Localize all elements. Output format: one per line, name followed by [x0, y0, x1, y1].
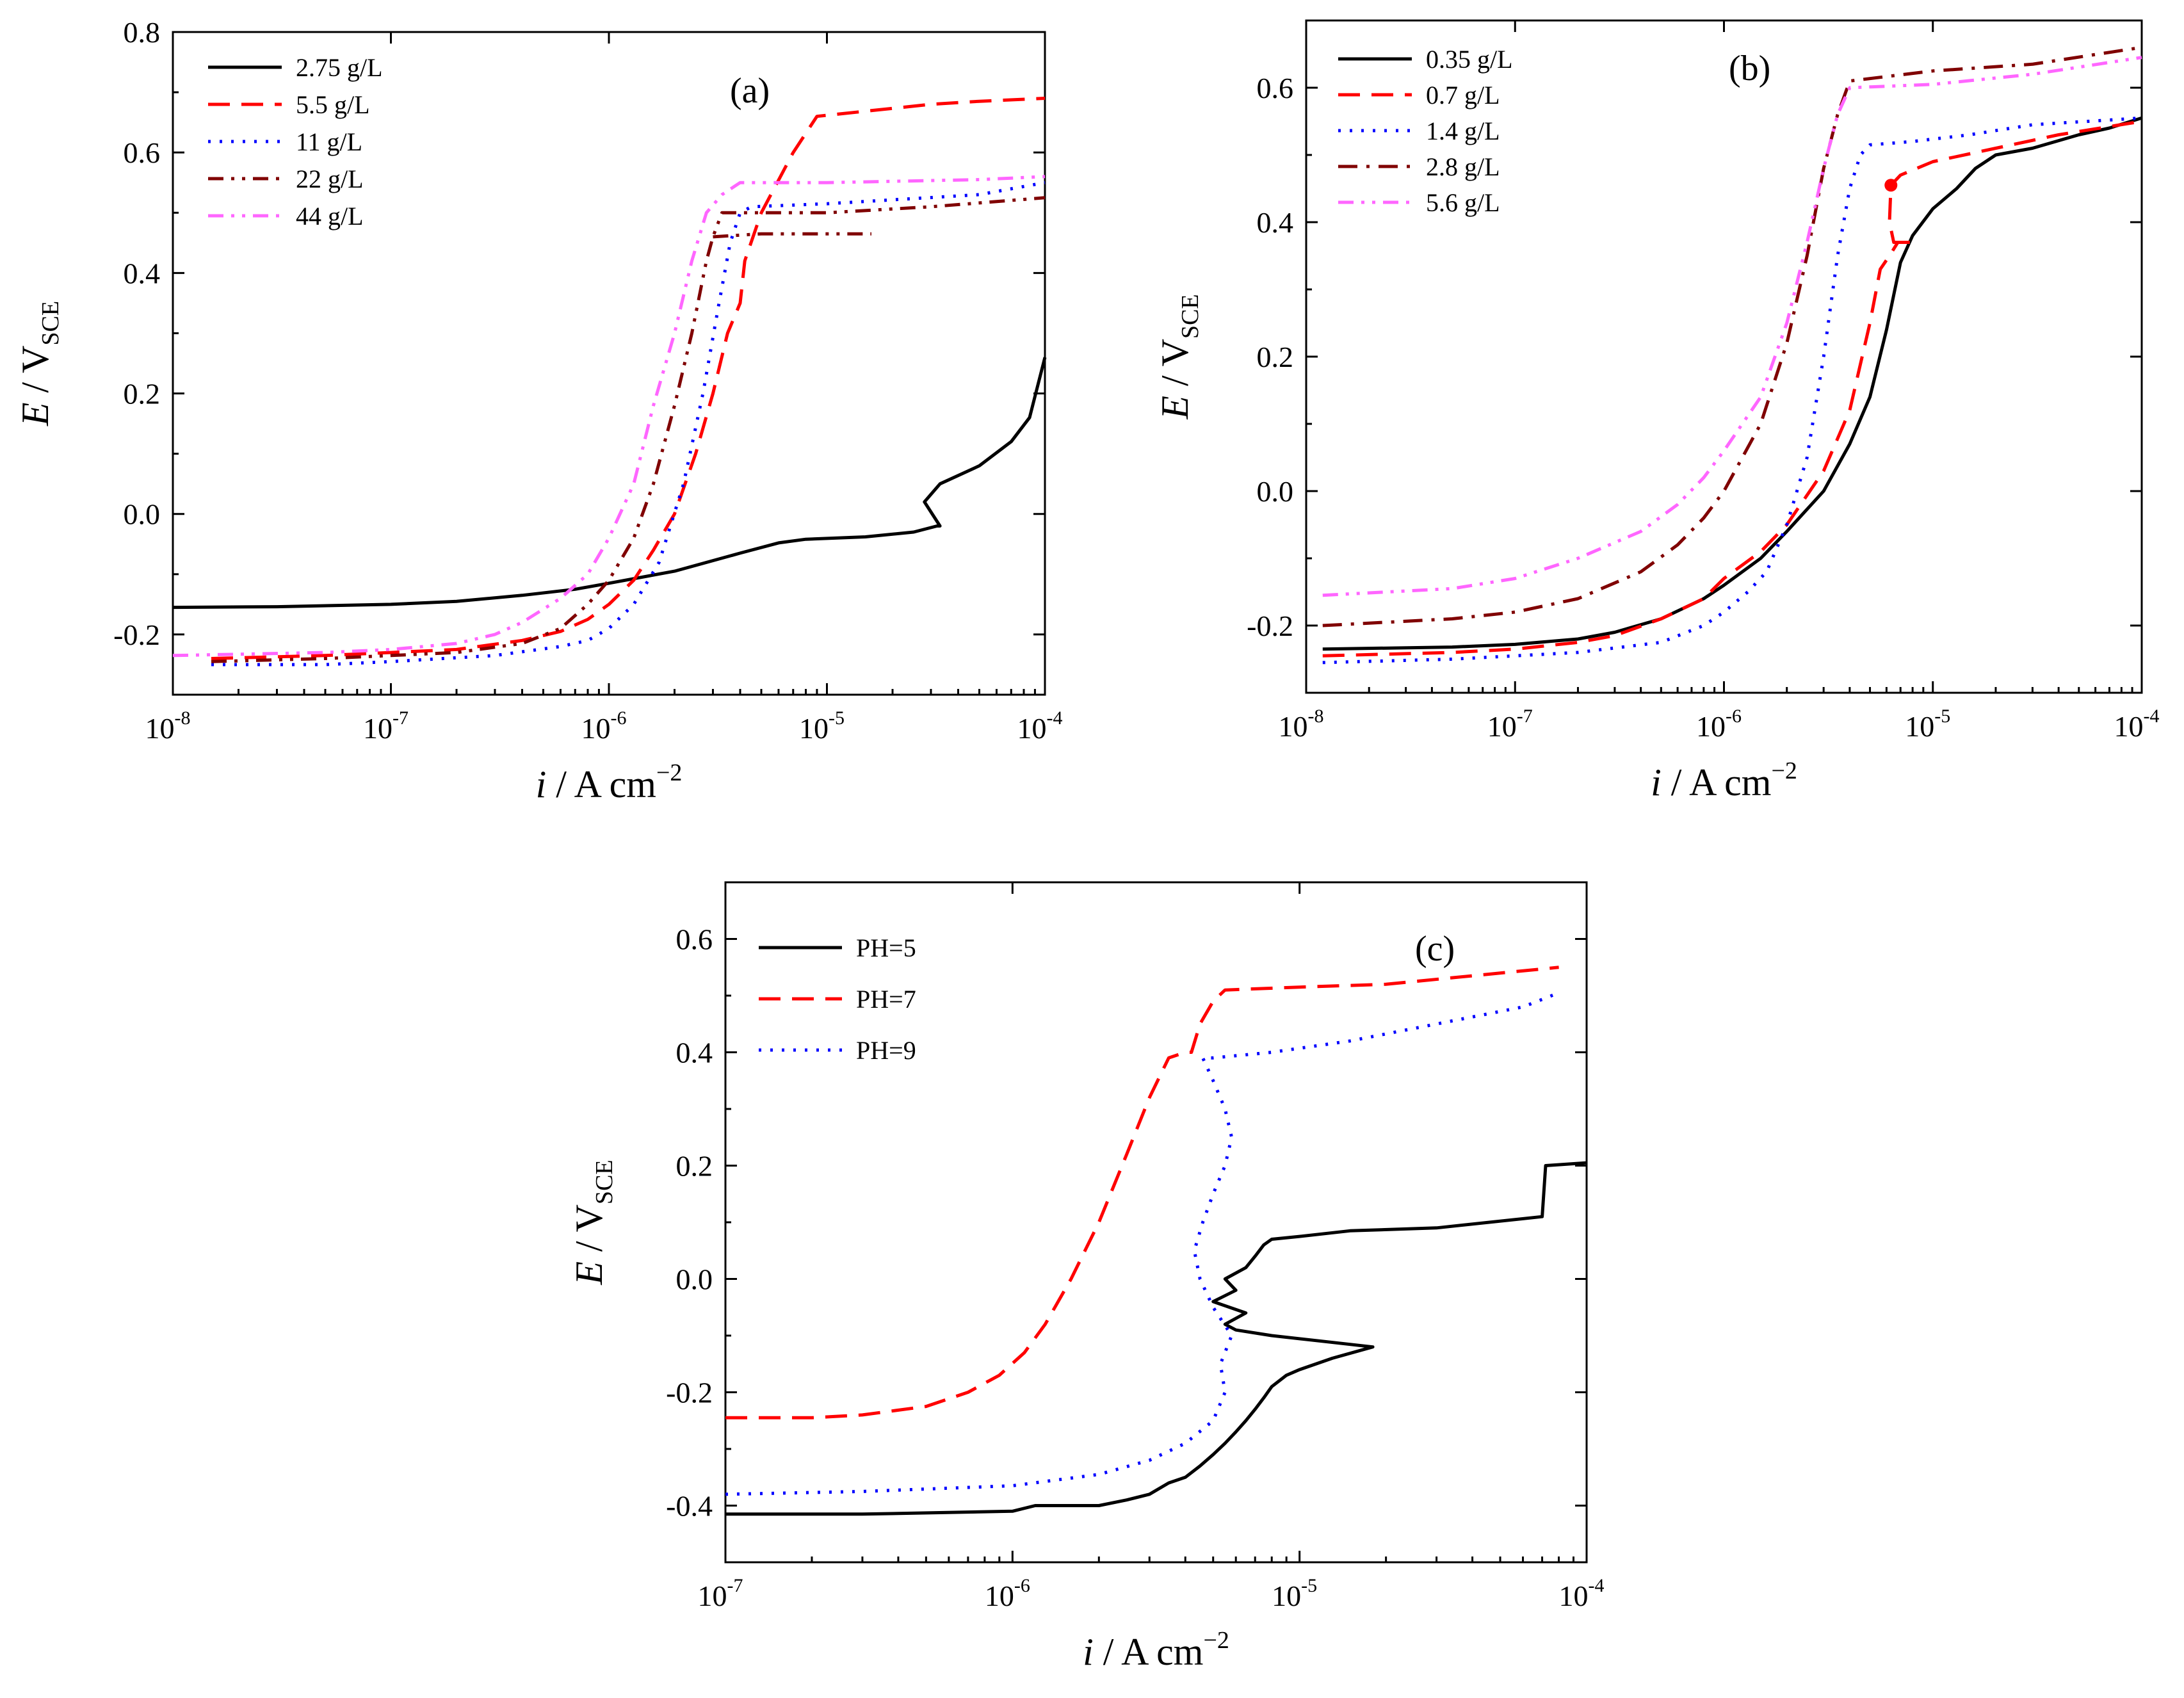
series-line — [172, 175, 1046, 658]
plot-frame — [724, 881, 1588, 1564]
x-tick-label: 10-5 — [799, 707, 845, 745]
y-tick-label: 0.4 — [676, 1037, 713, 1069]
y-tick-label: 0.8 — [124, 16, 161, 49]
panel-label: (c) — [1415, 929, 1455, 969]
x-axis-title: i / A cm−2 — [1083, 1627, 1229, 1673]
series-line — [1322, 56, 2142, 597]
panel-label: (a) — [730, 71, 770, 111]
series-line — [211, 196, 1046, 663]
series-line — [211, 97, 1046, 660]
x-tick-label: 10-4 — [2114, 706, 2160, 743]
series-line — [1322, 120, 2142, 658]
y-tick-label: 0.4 — [1257, 206, 1294, 239]
legend-label: 2.75 g/L — [296, 53, 383, 82]
y-tick-label: 0.2 — [676, 1150, 713, 1183]
y-tick-label: 0.2 — [1257, 341, 1294, 373]
y-tick-label: -0.4 — [666, 1490, 713, 1523]
x-tick-label: 10-5 — [1272, 1575, 1317, 1612]
legend-label: 44 g/L — [296, 202, 364, 230]
legend-label: 2.8 g/L — [1426, 152, 1500, 181]
x-tick-label: 10-8 — [145, 707, 191, 745]
series-line — [211, 181, 1046, 667]
y-tick-label: 0.2 — [124, 378, 161, 410]
y-tick-label: 0.4 — [124, 257, 161, 289]
y-tick-label: 0.0 — [676, 1263, 713, 1296]
panel-2: 10-7 10-6 10-5 10-4 -0.4 -0.2 0.0 0.2 0.4 0.6 i / … — [568, 881, 1605, 1673]
y-tick-label: 0.0 — [1257, 475, 1294, 508]
series-line — [1322, 116, 2142, 665]
x-tick-label: 10-5 — [1905, 706, 1950, 743]
x-tick-label: 10-7 — [1487, 706, 1533, 743]
x-tick-label: 10-8 — [1279, 706, 1324, 743]
y-tick-label: -0.2 — [666, 1377, 713, 1409]
x-tick-label: 10-6 — [581, 707, 627, 745]
series-line — [172, 357, 1047, 610]
series-line — [725, 966, 1559, 1419]
legend-label: 1.4 g/L — [1426, 117, 1500, 145]
legend-label: PH=5 — [856, 934, 916, 962]
data-marker — [1884, 179, 1898, 192]
x-tick-label: 10-6 — [985, 1575, 1030, 1612]
legend-label: 5.6 g/L — [1426, 188, 1500, 217]
legend-label: 0.35 g/L — [1426, 45, 1513, 74]
panel-1: 10-8 10-7 10-6 10-5 10-4 -0.2 0.0 0.2 0.4 0.6 i / … — [1154, 19, 2160, 804]
y-axis-title: E / VSCE — [14, 301, 64, 426]
legend-label: 22 g/L — [296, 165, 364, 193]
y-axis-title: E / VSCE — [1154, 294, 1204, 419]
series-line — [713, 232, 871, 239]
x-tick-label: 10-6 — [1696, 706, 1742, 743]
y-tick-label: 0.6 — [124, 136, 161, 169]
y-tick-label: 0.6 — [1257, 72, 1294, 104]
x-tick-label: 10-4 — [1559, 1575, 1605, 1612]
y-axis-title: E / VSCE — [568, 1160, 618, 1285]
legend-label: 11 g/L — [296, 127, 362, 156]
y-tick-label: -0.2 — [1247, 610, 1293, 642]
legend-label: PH=7 — [856, 985, 916, 1014]
x-tick-label: 10-7 — [363, 707, 408, 745]
panel-label: (b) — [1729, 49, 1770, 88]
x-axis-title: i / A cm−2 — [536, 759, 683, 805]
x-tick-label: 10-7 — [698, 1575, 743, 1612]
x-tick-label: 10-4 — [1017, 707, 1063, 745]
panel-0: 10-8 10-7 10-6 10-5 10-4 -0.2 0.0 0.2 0.4 0.6 0.8 i… — [14, 16, 1063, 805]
y-tick-label: 0.0 — [124, 498, 161, 531]
legend-label: PH=9 — [856, 1036, 916, 1065]
series-line — [725, 991, 1560, 1496]
x-axis-title: i / A cm−2 — [1651, 757, 1797, 804]
series-line — [1322, 45, 2142, 627]
y-tick-label: -0.2 — [113, 619, 160, 651]
legend-label: 5.5 g/L — [296, 90, 370, 119]
y-tick-label: 0.6 — [676, 923, 713, 956]
series-line — [725, 1161, 1587, 1516]
legend-label: 0.7 g/L — [1426, 81, 1500, 109]
series-line — [1322, 116, 2142, 651]
